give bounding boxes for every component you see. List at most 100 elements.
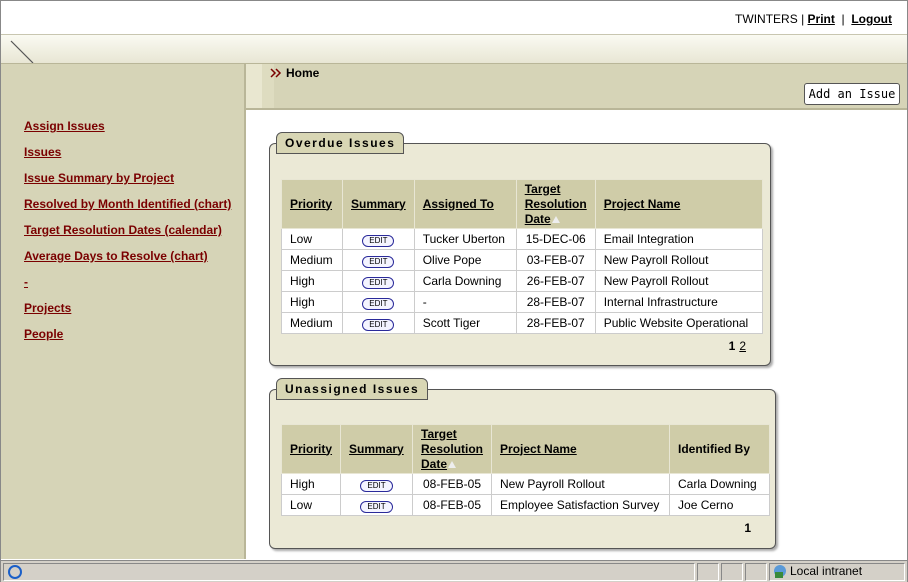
nav-link[interactable]: Issue Summary by Project bbox=[24, 171, 175, 185]
cell: EDIT bbox=[340, 494, 414, 516]
cell-text: High bbox=[290, 477, 315, 491]
data-row: High EDIT 08-FEB-05 New Payroll Rollout Carl… bbox=[280, 473, 771, 495]
column-header-label[interactable]: Target Resolution Date bbox=[421, 426, 484, 471]
nav-link[interactable]: Issues bbox=[24, 145, 62, 159]
cell: 08-FEB-05 bbox=[412, 494, 493, 516]
page-link: 1 bbox=[744, 521, 751, 535]
separator: | bbox=[801, 12, 805, 26]
breadcrumb-icon bbox=[270, 68, 282, 78]
data-row: Low EDIT Tucker Uberton 15-DEC-06 Email Inte… bbox=[281, 228, 763, 250]
column-header-label[interactable]: Summary bbox=[349, 441, 404, 456]
cell: Tucker Uberton bbox=[413, 228, 517, 250]
sort-indicator bbox=[448, 460, 457, 468]
nav-link[interactable]: Resolved by Month Identified (chart) bbox=[24, 197, 232, 211]
cell-text: Employee Satisfaction Survey bbox=[500, 498, 660, 512]
nav-link[interactable]: Assign Issues bbox=[24, 119, 105, 133]
cell: EDIT bbox=[342, 312, 415, 334]
status-pane bbox=[745, 563, 767, 581]
cell: EDIT bbox=[342, 291, 415, 313]
page-link[interactable]: 2 bbox=[739, 339, 746, 353]
column-header-label[interactable]: Priority bbox=[290, 196, 333, 211]
cell: EDIT bbox=[342, 249, 415, 271]
header-row: Priority Summary Assigned To Target Resolut… bbox=[281, 179, 763, 229]
separator: | bbox=[841, 12, 845, 26]
cell-text: - bbox=[422, 295, 427, 309]
add-issue-button[interactable]: Add an Issue bbox=[804, 83, 900, 105]
edit-button[interactable]: EDIT bbox=[362, 234, 395, 247]
ie-icon bbox=[8, 565, 22, 579]
nav-link[interactable]: Projects bbox=[24, 301, 72, 315]
cell-text: 15-DEC-06 bbox=[525, 232, 586, 246]
column-header: Identified By bbox=[669, 424, 771, 474]
cell-text: 08-FEB-05 bbox=[423, 498, 482, 512]
column-header: Priority bbox=[280, 424, 342, 474]
cell: Scott Tiger bbox=[413, 312, 517, 334]
cell: Low bbox=[280, 494, 342, 516]
breadcrumb-bar bbox=[246, 64, 907, 110]
data-table: Priority Summary Target Resolution Date Pro… bbox=[280, 424, 771, 516]
logout-link[interactable]: Logout bbox=[851, 12, 892, 26]
edit-button[interactable]: EDIT bbox=[360, 479, 393, 492]
cell: Internal Infrastructure bbox=[594, 291, 763, 313]
cell-text: New Payroll Rollout bbox=[500, 477, 605, 491]
column-header-label[interactable]: Identified By bbox=[678, 441, 751, 456]
cell-text: Medium bbox=[290, 316, 333, 330]
table-wrap: Priority Summary Assigned To Target Resolut… bbox=[281, 179, 763, 334]
cell-text: Low bbox=[290, 232, 313, 246]
column-header-label[interactable]: Summary bbox=[351, 196, 406, 211]
data-table: Priority Summary Assigned To Target Resolut… bbox=[281, 179, 763, 334]
edit-button[interactable]: EDIT bbox=[362, 276, 395, 289]
cell: 28-FEB-07 bbox=[515, 312, 596, 334]
cell: New Payroll Rollout bbox=[491, 473, 671, 495]
column-header-label[interactable]: Priority bbox=[290, 441, 333, 456]
status-pane bbox=[697, 563, 719, 581]
column-header-label[interactable]: Assigned To bbox=[422, 196, 494, 211]
zone-icon bbox=[774, 565, 786, 578]
column-header-label[interactable]: Project Name bbox=[500, 441, 577, 456]
cell-text: High bbox=[290, 295, 315, 309]
cell: Carla Downing bbox=[669, 473, 771, 495]
page-link: 1 bbox=[728, 339, 736, 353]
nav-link[interactable]: Target Resolution Dates (calendar) bbox=[24, 223, 222, 237]
region-title: Overdue Issues bbox=[276, 132, 405, 154]
top-bar bbox=[1, 1, 907, 35]
cell: 08-FEB-05 bbox=[412, 473, 493, 495]
print-link[interactable]: Print bbox=[807, 12, 835, 26]
status-pane bbox=[3, 563, 695, 581]
cell: Email Integration bbox=[594, 228, 763, 250]
edit-button[interactable]: EDIT bbox=[362, 297, 395, 310]
cell: 28-FEB-07 bbox=[515, 291, 596, 313]
column-header-label[interactable]: Project Name bbox=[603, 196, 681, 211]
nav-link[interactable]: People bbox=[24, 327, 64, 341]
cell-text: Olive Pope bbox=[422, 253, 482, 267]
nav-link[interactable]: Average Days to Resolve (chart) bbox=[24, 249, 208, 263]
cell-text: Email Integration bbox=[603, 232, 694, 246]
cell: Low bbox=[281, 228, 343, 250]
cell: EDIT bbox=[340, 473, 414, 495]
status-pane bbox=[721, 563, 743, 581]
edit-button[interactable]: EDIT bbox=[362, 255, 395, 268]
table-wrap: Priority Summary Target Resolution Date Pro… bbox=[280, 424, 771, 516]
data-row: High EDIT Carla Downing 26-FEB-07 New Payrol… bbox=[281, 270, 763, 292]
band-decoration bbox=[10, 40, 34, 64]
sort-indicator bbox=[551, 215, 560, 223]
cell: High bbox=[281, 270, 343, 292]
cell-text: Low bbox=[290, 498, 313, 512]
column-header: Assigned To bbox=[413, 179, 517, 229]
column-header-label[interactable]: Target Resolution Date bbox=[524, 181, 587, 226]
data-row: Medium EDIT Scott Tiger 28-FEB-07 Public Web… bbox=[281, 312, 763, 334]
edit-button[interactable]: EDIT bbox=[360, 500, 393, 513]
edit-button[interactable]: EDIT bbox=[362, 318, 395, 331]
cell-text: Internal Infrastructure bbox=[603, 295, 718, 309]
cell: High bbox=[280, 473, 342, 495]
cell-text: High bbox=[290, 274, 315, 288]
cell: Joe Cerno bbox=[669, 494, 771, 516]
cell: Medium bbox=[281, 249, 343, 271]
cell: Employee Satisfaction Survey bbox=[491, 494, 671, 516]
column-header: Summary bbox=[342, 179, 415, 229]
nav-link[interactable]: - bbox=[24, 275, 28, 289]
cell-text: 28-FEB-07 bbox=[526, 295, 585, 309]
breadcrumb-home[interactable]: Home bbox=[286, 66, 320, 80]
